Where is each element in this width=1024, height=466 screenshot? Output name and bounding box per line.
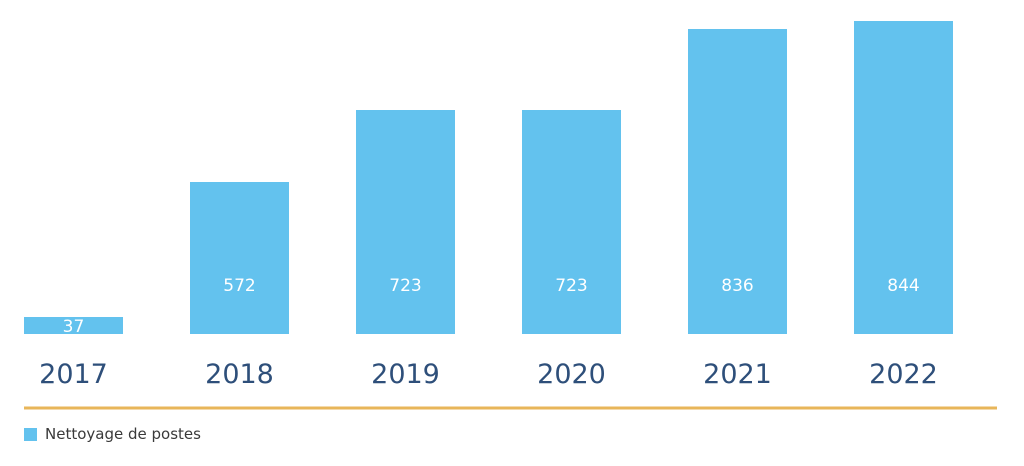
- bar-value-label-2022: 844: [887, 276, 919, 296]
- bar-value-label-2021: 836: [721, 276, 753, 296]
- bar-value-label-2019: 723: [389, 276, 421, 296]
- category-labels: 2017 2018 2019 2020 2021 2022: [39, 359, 938, 390]
- bar-value-label-2017: 37: [63, 317, 85, 337]
- category-label-2018: 2018: [205, 359, 274, 390]
- category-label-2021: 2021: [703, 359, 772, 390]
- category-label-2017: 2017: [39, 359, 108, 390]
- bar-value-label-2018: 572: [223, 276, 255, 296]
- category-label-2020: 2020: [537, 359, 606, 390]
- bar-2021: [688, 29, 787, 334]
- bar-value-label-2020: 723: [555, 276, 587, 296]
- category-label-2019: 2019: [371, 359, 440, 390]
- legend: Nettoyage de postes: [24, 425, 201, 443]
- bar-2022: [854, 21, 953, 334]
- bar-2019: [356, 110, 455, 334]
- bars-group: [24, 21, 953, 334]
- bar-2018: [190, 182, 289, 334]
- legend-swatch: [24, 427, 37, 441]
- category-label-2022: 2022: [869, 359, 938, 390]
- bar-2020: [522, 110, 621, 334]
- bar-value-labels: 37 572 723 723 836 844: [63, 276, 920, 337]
- bar-2017: [24, 317, 123, 334]
- legend-label: Nettoyage de postes: [45, 425, 201, 443]
